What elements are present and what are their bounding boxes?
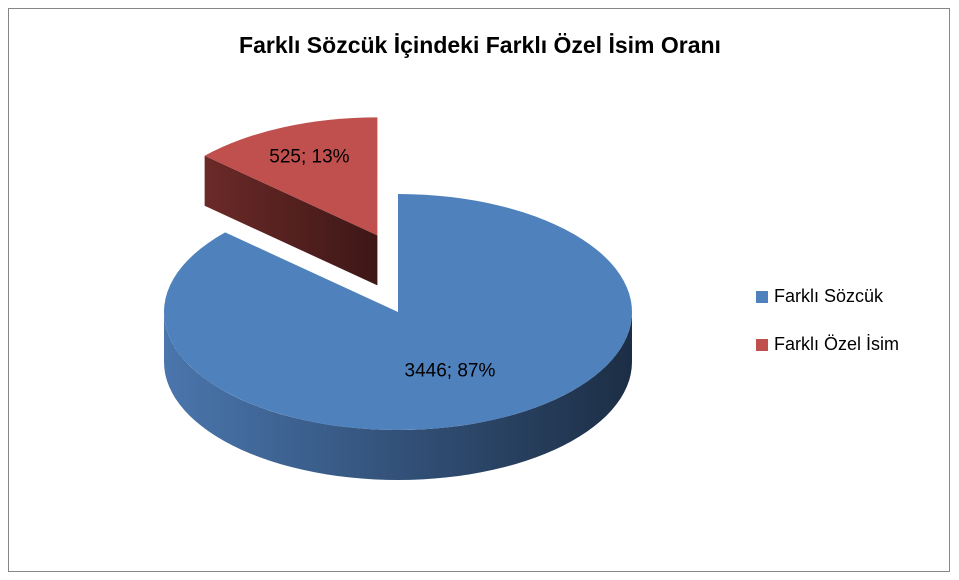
pie-slice: [163, 194, 632, 430]
pie-slice: [204, 117, 378, 236]
chart-title: Farklı Sözcük İçindeki Farklı Özel İsim …: [239, 32, 721, 58]
legend-swatch: [756, 339, 768, 351]
legend-label: Farklı Özel İsim: [774, 334, 899, 354]
legend-swatch: [756, 291, 768, 303]
data-label: 525; 13%: [269, 147, 349, 168]
pie-wall: [204, 155, 378, 286]
data-label: 3446; 87%: [405, 360, 496, 381]
legend-label: Farklı Sözcük: [774, 286, 884, 306]
pie-side: [164, 312, 632, 480]
